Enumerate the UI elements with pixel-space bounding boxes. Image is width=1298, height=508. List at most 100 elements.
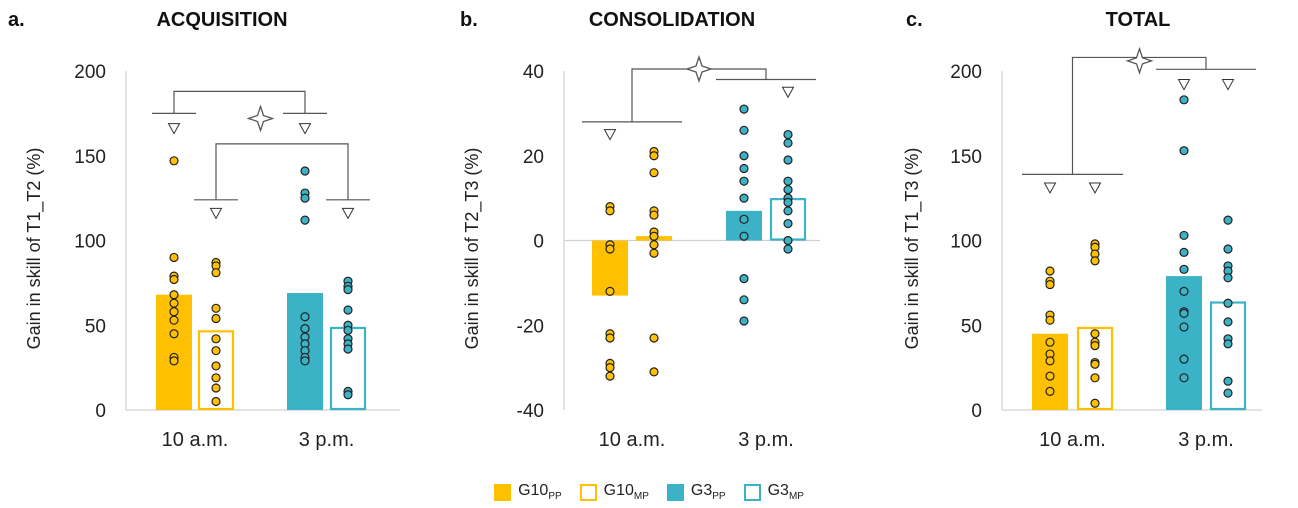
data-point	[1179, 146, 1189, 156]
data-point	[739, 214, 749, 224]
data-point	[649, 210, 659, 220]
data-point	[1223, 244, 1233, 254]
significance-triangle	[1088, 182, 1102, 194]
y-tick-label: -40	[517, 401, 544, 422]
data-point	[1179, 373, 1189, 383]
y-tick-label: 200	[950, 62, 982, 83]
data-point	[783, 206, 793, 216]
significance-star	[1125, 46, 1154, 75]
data-point	[169, 290, 179, 300]
data-point	[605, 363, 615, 373]
significance-triangle	[167, 123, 181, 135]
legend-item-g10-mp: G10MP	[579, 482, 649, 502]
data-point	[343, 305, 353, 315]
data-point	[1090, 340, 1100, 351]
data-point	[211, 361, 221, 371]
data-point	[1179, 264, 1189, 274]
data-point	[739, 176, 749, 186]
x-tick-label: 10 a.m.	[1039, 429, 1106, 451]
data-point	[605, 206, 615, 216]
data-point	[605, 333, 615, 343]
data-point	[1223, 339, 1233, 349]
panel-title: CONSOLIDATION	[589, 9, 755, 31]
legend-item-g3-pp: G3PP	[666, 482, 726, 502]
data-point	[169, 307, 179, 317]
comparison-bracket	[152, 90, 327, 114]
legend-item-g10-pp: G10PP	[494, 482, 562, 502]
data-point	[739, 163, 749, 174]
data-point	[605, 244, 615, 254]
data-point	[1045, 371, 1055, 381]
data-point	[343, 325, 353, 335]
y-tick-label: 0	[95, 401, 106, 422]
data-point	[739, 231, 749, 241]
data-point	[649, 248, 659, 258]
data-point	[1223, 298, 1233, 308]
legend-label: G10PP	[518, 481, 562, 503]
data-point	[649, 240, 659, 250]
data-point	[300, 166, 310, 176]
data-point	[1045, 315, 1055, 325]
legend-label: G3MP	[767, 481, 804, 503]
data-point	[211, 373, 221, 383]
significance-triangle	[1043, 182, 1057, 194]
data-point	[211, 303, 221, 313]
data-point	[739, 151, 749, 161]
data-point	[300, 193, 310, 203]
data-point	[169, 252, 179, 263]
data-point	[1223, 215, 1233, 225]
data-point	[1179, 354, 1189, 364]
panel-title: TOTAL	[1106, 9, 1171, 31]
data-point	[1179, 95, 1189, 105]
data-point	[739, 193, 749, 203]
data-point	[783, 176, 793, 186]
data-point	[739, 316, 749, 326]
data-point	[649, 231, 659, 241]
x-tick-label: 10 a.m.	[599, 429, 666, 451]
data-point	[1223, 317, 1233, 327]
data-point	[649, 367, 659, 377]
y-tick-label: 0	[533, 232, 544, 253]
comparison-bracket	[1022, 56, 1256, 175]
significance-triangle	[341, 207, 355, 220]
significance-triangle	[603, 129, 617, 141]
significance-triangle	[1221, 79, 1235, 91]
data-point	[1223, 273, 1233, 283]
data-point	[783, 185, 793, 195]
data-point	[605, 371, 615, 381]
data-point	[783, 155, 793, 165]
x-tick-label: 10 a.m.	[162, 429, 229, 451]
y-tick-label: 100	[950, 232, 982, 253]
bar-g3-pp	[1166, 276, 1202, 410]
data-point	[169, 156, 179, 166]
y-tick-label: 100	[74, 232, 106, 253]
data-point	[1179, 286, 1189, 296]
data-point	[169, 329, 179, 339]
data-point	[211, 268, 221, 278]
data-point	[649, 151, 659, 161]
data-point	[1090, 398, 1100, 408]
data-point	[169, 315, 179, 325]
data-point	[300, 324, 310, 334]
legend-swatch	[743, 483, 761, 501]
data-point	[343, 285, 353, 295]
data-point	[300, 312, 310, 322]
legend-item-g3-mp: G3MP	[743, 481, 804, 503]
comparison-bracket	[194, 143, 370, 201]
data-point	[1090, 329, 1100, 339]
data-point	[605, 286, 615, 296]
x-tick-label: 3 p.m.	[299, 429, 355, 451]
data-point	[1045, 356, 1055, 366]
legend-swatch	[666, 483, 684, 501]
y-tick-label: -20	[517, 316, 544, 337]
data-point	[1090, 256, 1100, 266]
data-point	[343, 390, 353, 400]
data-point	[169, 274, 179, 285]
data-point	[169, 298, 179, 308]
y-tick-label: 50	[85, 316, 106, 337]
y-tick-label: 50	[961, 316, 982, 337]
data-point	[739, 274, 749, 284]
significance-triangle	[209, 207, 223, 220]
data-point	[1179, 230, 1189, 241]
